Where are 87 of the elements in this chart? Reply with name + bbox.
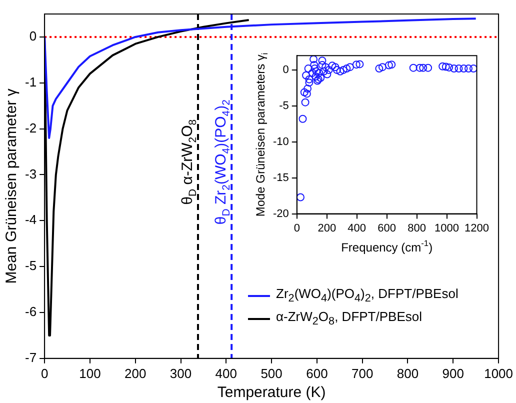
point: [464, 64, 473, 73]
y-tick-label: 0: [282, 64, 289, 76]
x-tick-label: 800: [396, 366, 419, 381]
legend-label: α-ZrW$_{2}$O$_{8}$, DFPT/PBEsol: [276, 308, 422, 330]
x-tick-label: 800: [408, 222, 426, 234]
x-tick-label: 400: [348, 222, 366, 234]
point: [469, 64, 477, 73]
y-tick-label: -4: [24, 212, 37, 228]
text: θD Zr2(WO4)(PO4)2: [212, 100, 233, 225]
x-tick-label: 200: [124, 366, 146, 381]
point: [445, 63, 454, 72]
point: [419, 64, 428, 72]
point: [302, 90, 311, 98]
point: [308, 68, 316, 77]
point: [331, 63, 340, 72]
x-tick-label: 1200: [464, 222, 490, 234]
point: [409, 64, 418, 72]
y-axis-title: Mean Grüneisen parameter γ: [3, 88, 20, 284]
x-tick-label: 100: [79, 366, 101, 381]
point: [328, 62, 336, 70]
point: [301, 98, 310, 106]
x-tick-label: 0: [294, 222, 300, 234]
x-tick-label: 600: [378, 222, 396, 234]
point: [298, 114, 307, 123]
y-tick-label: -6: [24, 304, 37, 320]
y-tick-label: -5: [24, 258, 37, 274]
point: [384, 61, 393, 70]
text: Zr$_{2}$(WO$_{4}$)(PO$_{4}$)$_{2}$, DFPT/PBEsol: [276, 286, 458, 305]
y-tick-label: -2: [24, 120, 37, 136]
point: [315, 68, 324, 77]
y-tick-label: -1: [24, 74, 37, 90]
point: [324, 66, 333, 74]
x-tick-label: 900: [442, 366, 464, 381]
ref-line-label: θD α-ZrW2O8: [179, 119, 200, 205]
point: [454, 64, 463, 73]
point: [302, 71, 310, 80]
point: [438, 62, 447, 70]
point: [336, 67, 344, 76]
y-axis-title: Mode Grüneisen parameters γi: [253, 52, 270, 217]
x-tick-label: 500: [260, 366, 282, 381]
point: [300, 88, 308, 96]
point: [305, 75, 314, 84]
point: [316, 74, 325, 82]
point: [332, 66, 341, 74]
point: [320, 67, 328, 76]
point: [310, 64, 319, 73]
point: [460, 64, 468, 73]
y-tick-label: -3: [24, 166, 37, 182]
x-axis-title: Temperature (K): [217, 384, 326, 402]
x-tick-label: 200: [318, 222, 336, 234]
point: [342, 64, 351, 73]
point: [296, 193, 304, 202]
x-tick-label: 0: [40, 366, 48, 381]
x-tick-label: 400: [215, 366, 238, 381]
x-tick-label: 1000: [484, 366, 513, 381]
x-tick-label: 300: [170, 366, 192, 381]
point: [375, 64, 384, 73]
point: [442, 62, 450, 71]
point: [424, 64, 432, 72]
point: [356, 60, 364, 68]
x-tick-label: 1000: [434, 222, 460, 234]
y-tick-label: -15: [272, 172, 289, 184]
point: [312, 72, 320, 80]
point: [322, 63, 330, 72]
point: [450, 64, 458, 73]
y-tick-label: -5: [279, 100, 289, 112]
point: [318, 60, 326, 69]
y-tick-label: 0: [29, 28, 37, 44]
point: [378, 63, 386, 72]
y-tick-label: -20: [272, 208, 289, 220]
point: [304, 64, 312, 73]
point: [346, 63, 354, 72]
point: [388, 60, 396, 69]
point: [305, 78, 314, 87]
point: [310, 56, 318, 64]
point: [304, 84, 312, 93]
point: [318, 56, 326, 65]
point: [323, 70, 332, 78]
x-tick-label: 700: [351, 366, 374, 381]
point: [352, 60, 360, 69]
x-tick-label: 600: [306, 366, 328, 381]
point: [339, 66, 348, 74]
point: [312, 67, 320, 76]
point: [310, 60, 318, 69]
point: [416, 64, 424, 72]
y-tick-label: -7: [24, 350, 37, 365]
y-tick-label: -10: [272, 136, 289, 148]
